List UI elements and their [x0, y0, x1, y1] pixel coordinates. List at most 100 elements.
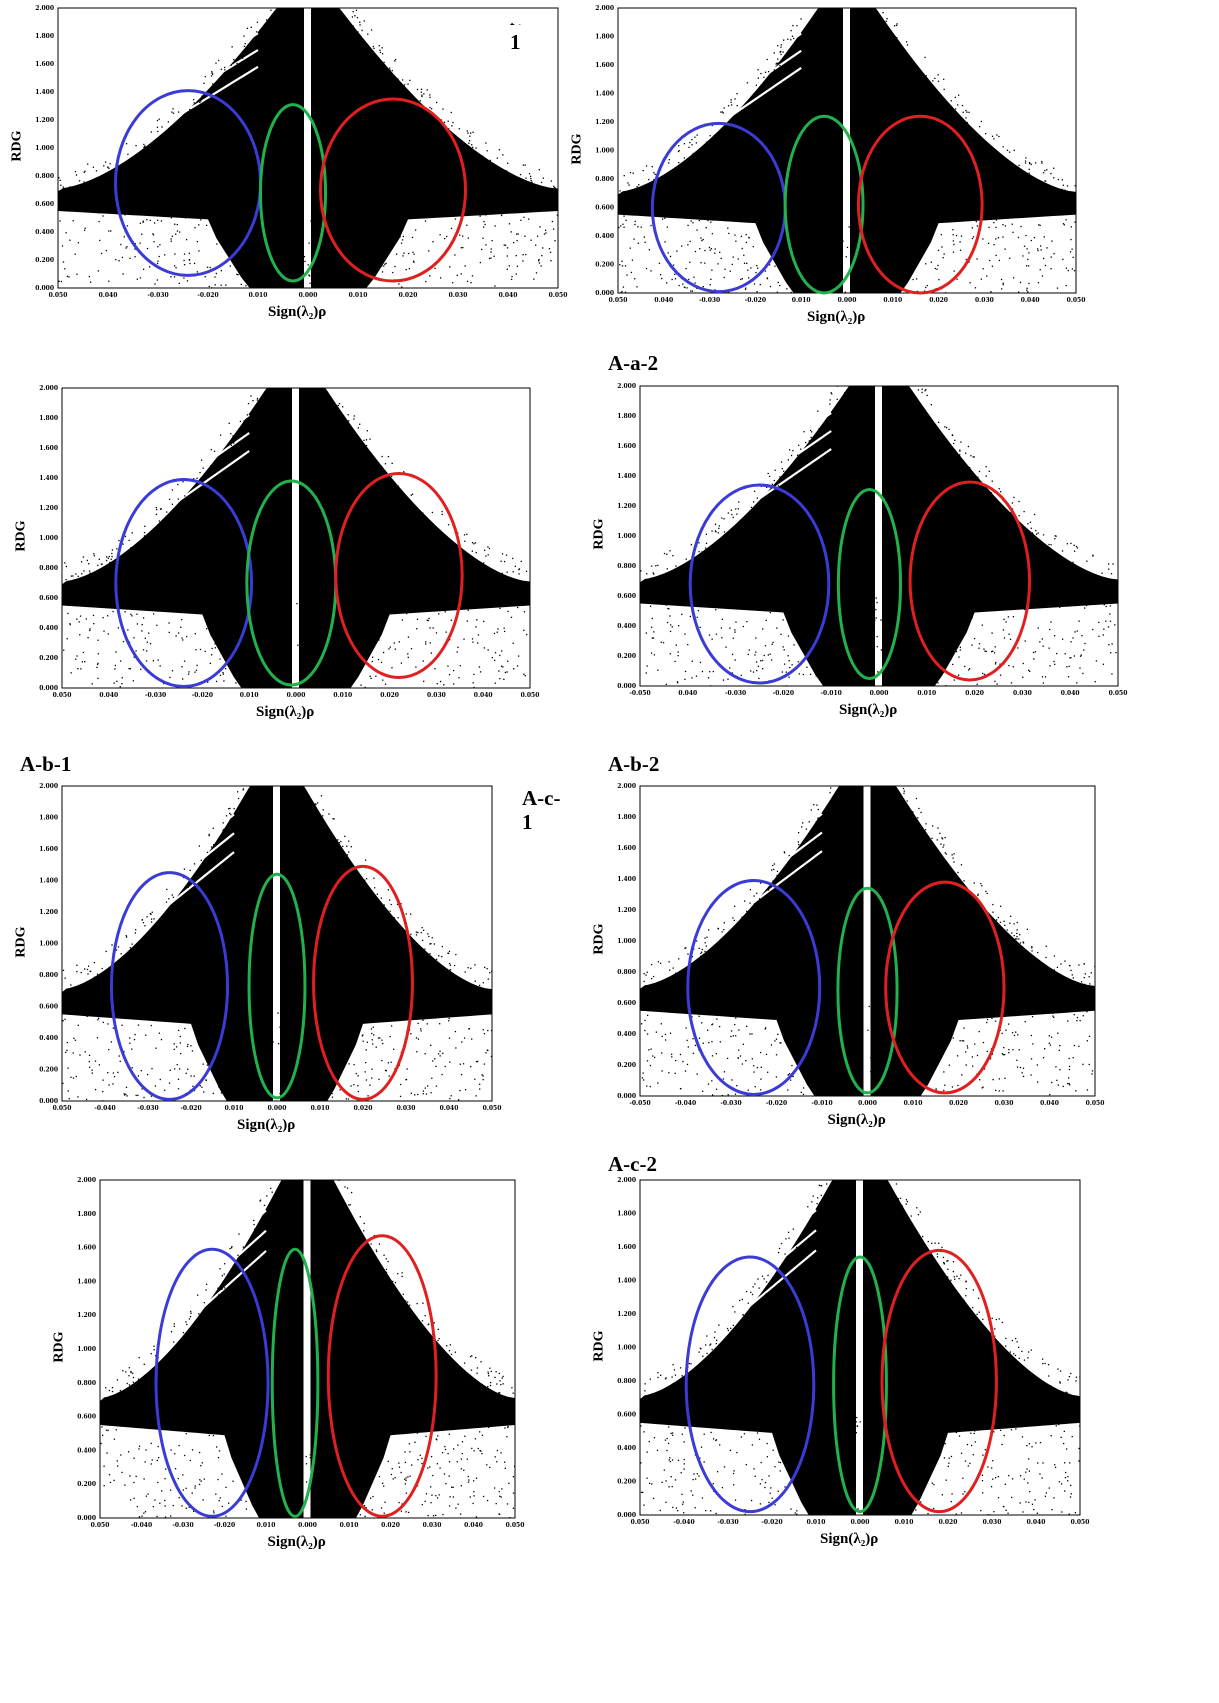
- x-tick-label: -0.020: [214, 1522, 235, 1529]
- x-tick-label: 0.030: [397, 1105, 416, 1112]
- green-ellipse: [247, 872, 307, 1100]
- y-tick-label: 1.400: [617, 876, 636, 883]
- x-tick-label: -0.030: [147, 292, 168, 299]
- x-tick-label: 0.030: [1013, 690, 1032, 697]
- x-tick-label: 0.010: [333, 692, 352, 699]
- x-tick-label: -0.040: [673, 1519, 694, 1526]
- x-tick-label: 0.040: [1040, 1100, 1059, 1107]
- y-tick-label: 2.000: [35, 5, 54, 12]
- rdg-scatter-cloud: [62, 388, 530, 688]
- x-tick-label: 0.030: [983, 1519, 1002, 1526]
- x-tick-label: -0.030: [145, 692, 166, 699]
- x-tick-label: -0.030: [725, 690, 746, 697]
- x-tick-label: 0.040: [99, 292, 118, 299]
- x-tick-label: 0.030: [975, 297, 994, 304]
- y-tick-label: 0.000: [617, 1093, 636, 1100]
- y-tick-label: 0.800: [595, 176, 614, 183]
- red-ellipse: [312, 864, 414, 1101]
- x-tick-label: 0.040: [440, 1105, 459, 1112]
- y-tick-label: 1.000: [77, 1346, 96, 1353]
- rdg-scatter-cloud: [640, 786, 1095, 1096]
- x-tick-label: -0.030: [699, 297, 720, 304]
- plot-frame: [57, 7, 559, 289]
- x-tick-label: 0.040: [1021, 297, 1040, 304]
- y-tick-label: 0.800: [77, 1380, 96, 1387]
- y-tick-label: 1.600: [617, 1244, 636, 1251]
- y-tick-label: 0.400: [39, 625, 58, 632]
- y-tick-label: 0.400: [77, 1447, 96, 1454]
- green-ellipse: [783, 114, 865, 295]
- green-ellipse: [245, 479, 338, 687]
- y-tick-label: 1.000: [39, 535, 58, 542]
- red-ellipse: [908, 480, 1032, 682]
- x-axis-label: Sign(λ₂)ρ: [237, 1117, 296, 1133]
- x-axis-label: Sign(λ₂)ρ: [820, 1531, 879, 1547]
- plot-frame: [639, 385, 1119, 687]
- plot-frame: [61, 785, 493, 1102]
- x-tick-label: -0.020: [745, 297, 766, 304]
- y-tick-label: 1.600: [617, 443, 636, 450]
- y-tick-label: 0.400: [39, 1035, 58, 1042]
- x-tick-label: 0.020: [965, 690, 984, 697]
- y-tick-label: 0.400: [617, 1445, 636, 1452]
- x-tick-label: 0.040: [1027, 1519, 1046, 1526]
- y-tick-label: 2.000: [617, 1177, 636, 1184]
- y-tick-label: 1.200: [617, 1311, 636, 1318]
- y-tick-label: 1.200: [617, 907, 636, 914]
- x-tick-label: 0.050: [609, 297, 628, 304]
- x-tick-label: 0.030: [995, 1100, 1014, 1107]
- panel-label-c2: A-c-2: [608, 1152, 657, 1176]
- x-tick-label: 0.010: [340, 1522, 359, 1529]
- x-axis-label: Sign(λ₂)ρ: [268, 304, 327, 320]
- rdg-scatter-cloud: [640, 386, 1118, 686]
- x-tick-label: 0.000: [299, 292, 318, 299]
- red-ellipse: [319, 97, 467, 283]
- x-tick-label: -0.040: [131, 1522, 152, 1529]
- y-tick-label: 0.800: [617, 969, 636, 976]
- x-tick-label: 0.050: [49, 292, 68, 299]
- x-tick-label: 0.020: [929, 297, 948, 304]
- x-tick-label: -0.020: [761, 1519, 782, 1526]
- y-tick-label: 0.600: [77, 1414, 96, 1421]
- y-tick-label: 0.200: [617, 653, 636, 660]
- green-ellipse: [836, 488, 903, 680]
- y-tick-label: 0.800: [39, 565, 58, 572]
- y-axis-label: RDG: [569, 132, 585, 165]
- rdg-scatter-cloud: [618, 8, 1076, 293]
- plot-frame: [639, 785, 1096, 1097]
- rdg-scatter-cloud: [58, 8, 558, 288]
- y-tick-label: 1.200: [35, 117, 54, 124]
- y-tick-label: 0.200: [39, 1067, 58, 1074]
- y-tick-label: 1.600: [617, 845, 636, 852]
- y-tick-label: 0.200: [617, 1062, 636, 1069]
- x-tick-label: -0.030: [137, 1105, 158, 1112]
- plot-frame: [61, 387, 531, 689]
- rdg-scatter-cloud: [62, 786, 492, 1101]
- y-tick-label: 0.000: [39, 1098, 58, 1105]
- y-tick-label: 0.000: [35, 285, 54, 292]
- x-tick-label: -0.030: [720, 1100, 741, 1107]
- y-tick-label: 0.600: [39, 595, 58, 602]
- y-tick-label: 1.200: [617, 503, 636, 510]
- x-tick-label: 0.010: [792, 297, 811, 304]
- y-tick-label: 2.000: [77, 1177, 96, 1184]
- y-tick-label: 1.600: [35, 61, 54, 68]
- x-tick-label: 0.000: [858, 1100, 877, 1107]
- x-tick-label: 0.040: [99, 692, 118, 699]
- x-tick-label: 0.020: [381, 1522, 400, 1529]
- blue-ellipse: [109, 871, 230, 1101]
- y-tick-label: 0.200: [77, 1481, 96, 1488]
- x-tick-label: -0.030: [717, 1519, 738, 1526]
- y-tick-label: 0.200: [39, 655, 58, 662]
- y-tick-label: 0.800: [617, 563, 636, 570]
- y-tick-label: 0.400: [35, 229, 54, 236]
- blue-ellipse: [154, 1247, 270, 1518]
- y-tick-label: 1.000: [39, 941, 58, 948]
- x-tick-label: 0.000: [851, 1519, 870, 1526]
- y-tick-label: 1.200: [77, 1312, 96, 1319]
- green-ellipse: [832, 1255, 888, 1514]
- y-tick-label: 0.800: [35, 173, 54, 180]
